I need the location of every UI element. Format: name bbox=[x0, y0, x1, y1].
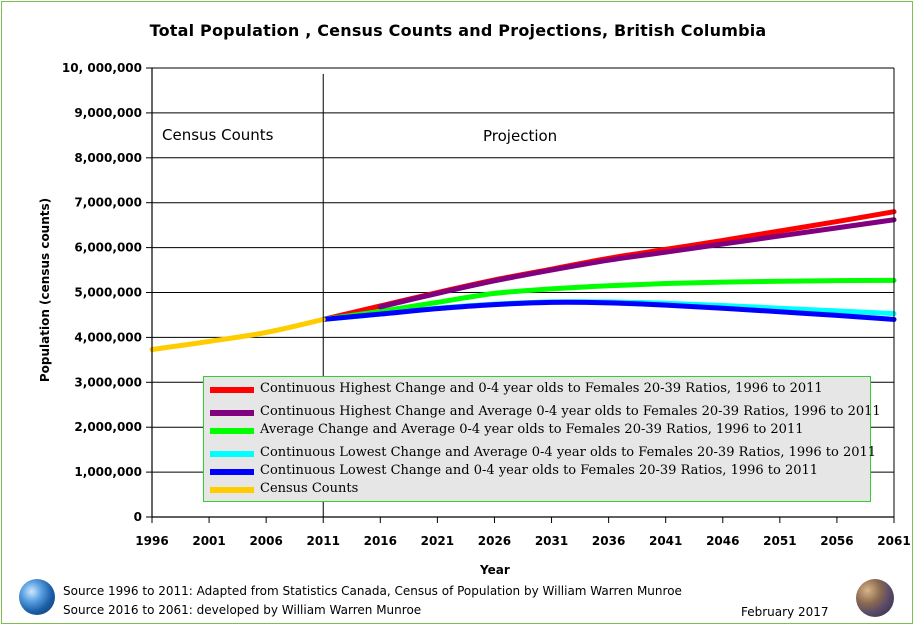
y-axis-label: Population (census counts) bbox=[38, 197, 52, 383]
x-tick-label: 2061 bbox=[877, 534, 910, 548]
x-tick-label: 2006 bbox=[249, 534, 282, 548]
y-tick-label: 5,000,000 bbox=[74, 286, 142, 300]
legend-swatch bbox=[210, 410, 254, 416]
x-tick-label: 1996 bbox=[135, 534, 168, 548]
y-tick-label: 7,000,000 bbox=[74, 196, 142, 210]
series-line-5 bbox=[320, 299, 897, 322]
y-tick-label: 2,000,000 bbox=[74, 420, 142, 434]
x-axis-label: Year bbox=[480, 563, 510, 577]
legend-label: Census Counts bbox=[260, 481, 359, 496]
y-tick-label: 10, 000,000 bbox=[62, 61, 142, 75]
series-line-3 bbox=[320, 277, 897, 322]
y-tick-label: 0 bbox=[134, 510, 142, 524]
x-tick-label: 2016 bbox=[364, 534, 397, 548]
legend-swatch bbox=[210, 428, 254, 434]
x-tick-label: 2026 bbox=[478, 534, 511, 548]
legend: Continuous Highest Change and 0-4 year o… bbox=[203, 376, 881, 502]
chart-title: Total Population , Census Counts and Pro… bbox=[149, 21, 767, 40]
x-tick-label: 2046 bbox=[706, 534, 739, 548]
y-tick-label: 4,000,000 bbox=[74, 330, 142, 344]
source-note-2: Source 2016 to 2061: developed by Willia… bbox=[63, 603, 422, 617]
faces-collage-icon bbox=[856, 579, 894, 617]
x-tick-label: 2051 bbox=[763, 534, 796, 548]
legend-swatch bbox=[210, 451, 254, 457]
source-note-1: Source 1996 to 2011: Adapted from Statis… bbox=[63, 584, 682, 598]
x-tick-label: 2011 bbox=[307, 534, 340, 548]
legend-swatch bbox=[210, 487, 254, 493]
series-line-6 bbox=[149, 316, 326, 353]
census-counts-annotation: Census Counts bbox=[162, 126, 274, 144]
y-tick-label: 8,000,000 bbox=[74, 151, 142, 165]
legend-label: Continuous Highest Change and Average 0-… bbox=[260, 404, 881, 419]
x-tick-label: 2056 bbox=[820, 534, 853, 548]
y-tick-label: 6,000,000 bbox=[74, 241, 142, 255]
y-tick-label: 1,000,000 bbox=[74, 465, 142, 479]
legend-label: Continuous Highest Change and 0-4 year o… bbox=[260, 381, 823, 396]
x-tick-label: 2031 bbox=[535, 534, 568, 548]
legend-label: Continuous Lowest Change and Average 0-4… bbox=[260, 445, 877, 460]
legend-label: Average Change and Average 0-4 year olds… bbox=[260, 422, 804, 437]
x-tick-label: 2036 bbox=[592, 534, 625, 548]
x-tick-label: 2041 bbox=[649, 534, 682, 548]
x-tick-label: 2001 bbox=[192, 534, 225, 548]
globe-icon bbox=[19, 579, 55, 615]
legend-label: Continuous Lowest Change and 0-4 year ol… bbox=[260, 463, 819, 478]
x-tick-label: 2021 bbox=[421, 534, 454, 548]
footer-date: February 2017 bbox=[741, 605, 829, 619]
legend-swatch bbox=[210, 387, 254, 393]
legend-swatch bbox=[210, 469, 254, 475]
projection-annotation: Projection bbox=[483, 127, 558, 145]
y-tick-label: 3,000,000 bbox=[74, 375, 142, 389]
y-tick-label: 9,000,000 bbox=[74, 106, 142, 120]
series-line-2 bbox=[377, 217, 897, 310]
